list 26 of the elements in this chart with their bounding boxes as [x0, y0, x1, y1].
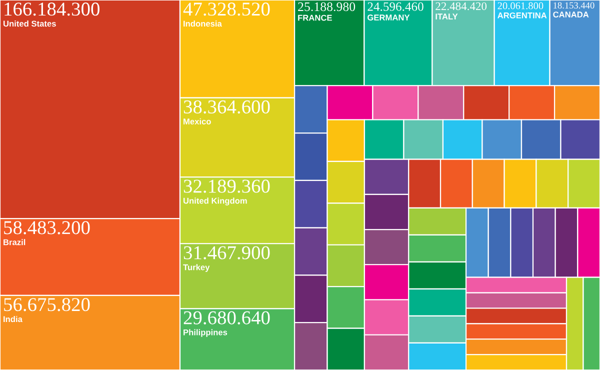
- data-label: 31.467.900: [184, 246, 270, 260]
- category-label: CANADA: [553, 12, 589, 18]
- category-label: United Kingdom: [184, 198, 247, 206]
- category-label: Brazil: [4, 239, 26, 246]
- category-label: Philippines: [184, 329, 228, 337]
- category-label: FRANCE: [298, 14, 332, 21]
- category-label: ARGENTINA: [498, 12, 547, 18]
- category-label: Turkey: [183, 264, 210, 272]
- category-label: Mexico: [184, 118, 211, 124]
- category-label: GERMANY: [368, 14, 410, 20]
- data-label: 24.596.460: [368, 2, 424, 11]
- data-label: 25.188.980: [298, 2, 356, 12]
- data-label: 58.483.200: [4, 221, 90, 234]
- data-label: 22.484.420: [436, 2, 487, 10]
- data-label: 29.680.640: [184, 311, 270, 324]
- data-label: 166.184.300: [4, 2, 100, 16]
- data-label: 47.328.520: [183, 2, 270, 16]
- data-label: 20.061.800: [498, 2, 544, 10]
- data-label: 38.364.600: [184, 100, 270, 114]
- category-label: India: [4, 316, 22, 322]
- category-label: United States: [4, 20, 56, 27]
- category-label: ITALY: [436, 14, 458, 20]
- data-label: 56.675.820: [4, 298, 90, 312]
- data-label: 32.189.360: [184, 180, 270, 193]
- category-label: Indonesia: [184, 20, 222, 27]
- data-label: 18.153.440: [554, 2, 594, 9]
